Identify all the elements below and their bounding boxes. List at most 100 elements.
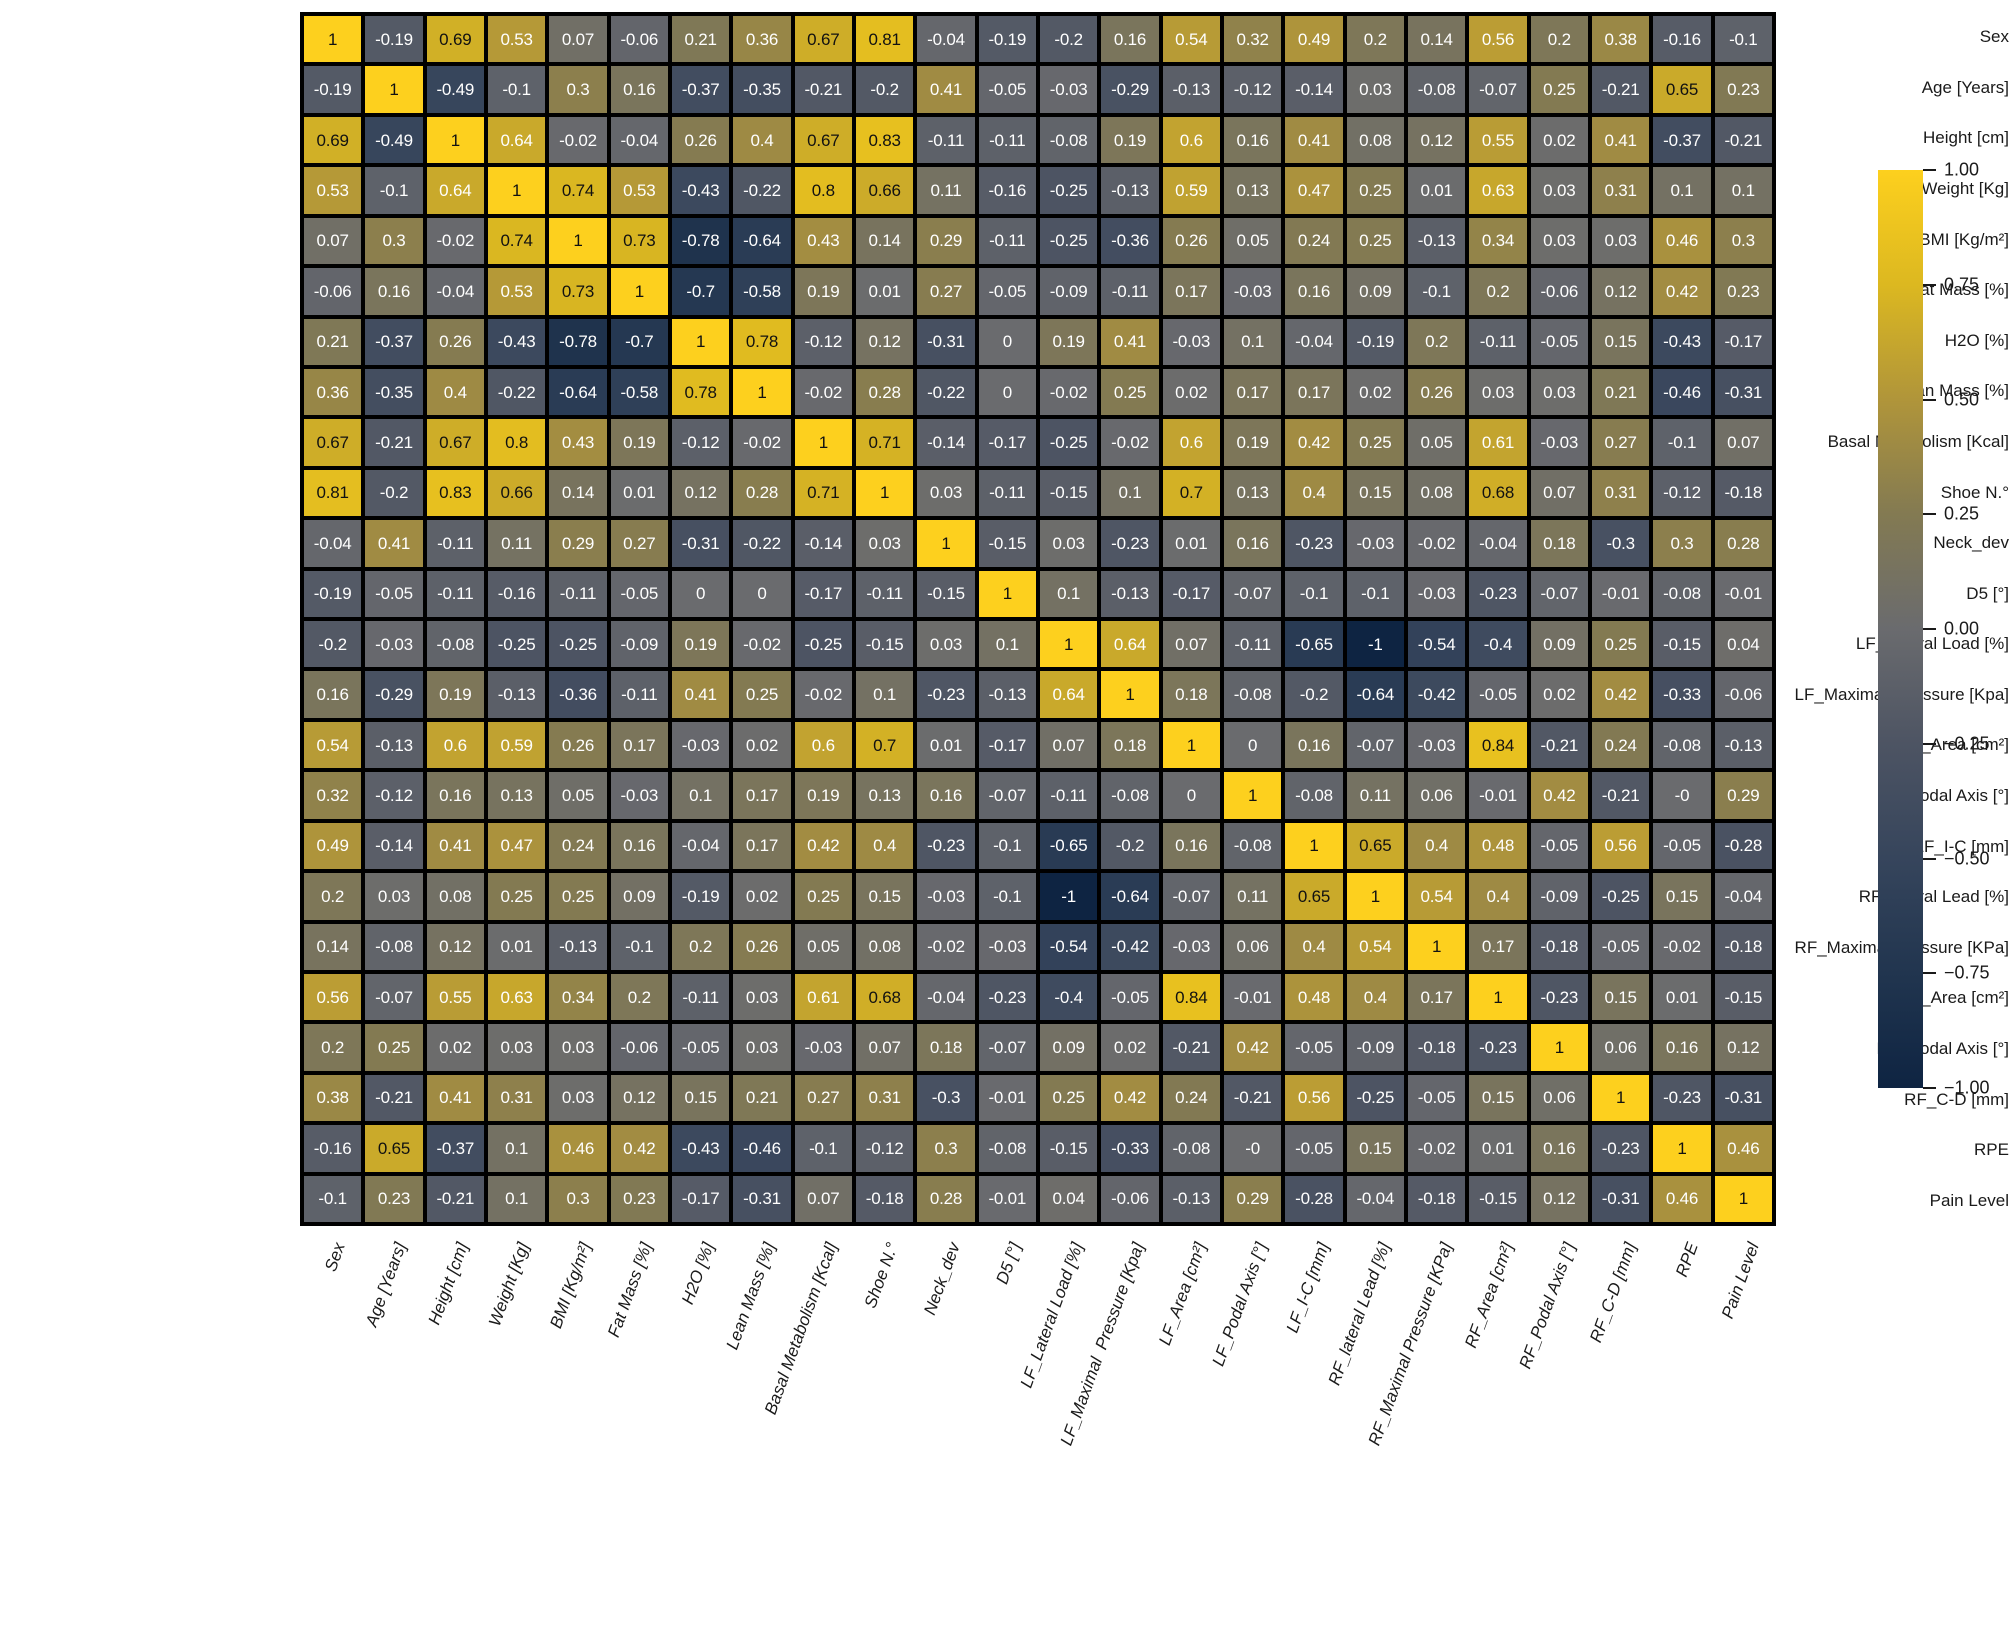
heatmap-cell: 1: [917, 520, 975, 567]
heatmap-cell: -0.18: [855, 1175, 914, 1222]
heatmap-cell: 0.81: [855, 16, 914, 63]
heatmap-cell: -0.05: [610, 570, 668, 617]
heatmap-cell: 0.59: [1162, 167, 1220, 214]
heatmap-cell: 0.27: [917, 268, 975, 315]
heatmap-cell: 0.2: [1469, 268, 1527, 315]
heatmap-cell: 0.01: [855, 268, 914, 315]
heatmap-cell: -0.02: [733, 621, 791, 668]
heatmap-cell: 0.54: [1346, 923, 1404, 970]
heatmap-cell: 0.25: [1346, 419, 1404, 466]
heatmap-cell: -0.17: [794, 570, 852, 617]
heatmap-cell: 0.3: [549, 66, 607, 113]
heatmap-cell: -0.31: [917, 318, 975, 365]
heatmap-cell: -0.03: [978, 923, 1036, 970]
heatmap-cell: -0.05: [1530, 318, 1588, 365]
heatmap-cell: -0.04: [1285, 318, 1343, 365]
heatmap-cell: 0.56: [1285, 1074, 1343, 1122]
heatmap-cell: -0.37: [426, 1125, 484, 1172]
heatmap-cell: -0.21: [1530, 721, 1588, 769]
heatmap-cell: 0.1: [1223, 318, 1282, 365]
heatmap-cell: 0.25: [549, 873, 607, 920]
heatmap-cell: 0.09: [1346, 268, 1404, 315]
heatmap-cell: -0.64: [1346, 671, 1404, 718]
heatmap-cell: 0.71: [855, 419, 914, 466]
heatmap-cell: -0.03: [365, 621, 423, 668]
heatmap-cell: -0.19: [671, 873, 730, 920]
heatmap-cell: 0.16: [610, 822, 668, 870]
heatmap-cell: 0.67: [794, 116, 852, 164]
heatmap-cell: 0.11: [487, 520, 546, 567]
heatmap-cell: -0.19: [304, 66, 362, 113]
heatmap-cell: 0.12: [855, 318, 914, 365]
heatmap-cell: 0.11: [1346, 772, 1404, 819]
heatmap-cell: -0.14: [917, 419, 975, 466]
heatmap-cell: -0.49: [365, 116, 423, 164]
heatmap-cell: 0.27: [610, 520, 668, 567]
heatmap-cell: 0.83: [426, 469, 484, 517]
heatmap-cell: 0.67: [426, 419, 484, 466]
heatmap-cell: 0.46: [1653, 217, 1711, 265]
heatmap-cell: -0.12: [855, 1125, 914, 1172]
colorbar-tick-label: 0.75: [1944, 274, 1980, 295]
heatmap-cell: 0.4: [1285, 923, 1343, 970]
heatmap-cell: -0.18: [1714, 469, 1772, 517]
heatmap-cell: 0.16: [365, 268, 423, 315]
heatmap-cell: 0.28: [855, 368, 914, 416]
heatmap-cell: -0.11: [978, 469, 1036, 517]
heatmap-cell: 0.03: [487, 1024, 546, 1071]
heatmap-cell: 0.64: [426, 167, 484, 214]
heatmap-cell: -0.01: [1223, 973, 1282, 1021]
heatmap-cell: -0.12: [671, 419, 730, 466]
heatmap-cell: 0.64: [1039, 671, 1098, 718]
heatmap-cell: -0.64: [1101, 873, 1159, 920]
heatmap-cell: 1: [733, 368, 791, 416]
heatmap-cell: 0.13: [487, 772, 546, 819]
colorbar-tick-label: −0.25: [1944, 733, 1990, 754]
heatmap-cell: 0.26: [1407, 368, 1466, 416]
heatmap-cell: -0.02: [1407, 1125, 1466, 1172]
heatmap-cell: 0.36: [304, 368, 362, 416]
heatmap-cell: 0.04: [1714, 621, 1772, 668]
heatmap-cell: 0.42: [1285, 419, 1343, 466]
heatmap-cell: 0.29: [917, 217, 975, 265]
heatmap-cell: -0.17: [1714, 318, 1772, 365]
heatmap-cell: 0.01: [610, 469, 668, 517]
heatmap-cell: 0.24: [1591, 721, 1650, 769]
heatmap-cell: -0.03: [610, 772, 668, 819]
heatmap-cell: -0.23: [1530, 973, 1588, 1021]
heatmap-cell: 0.16: [610, 66, 668, 113]
heatmap-cell: -0.1: [794, 1125, 852, 1172]
heatmap-cell: 0.43: [549, 419, 607, 466]
heatmap-cell: -0.37: [1653, 116, 1711, 164]
heatmap-cell: -0.2: [304, 621, 362, 668]
heatmap-cell: -0.11: [978, 217, 1036, 265]
heatmap-cell: 0.16: [1530, 1125, 1588, 1172]
correlation-matrix: 1 -0.19 0.69 0.53 0.07 -0.06 0.21 0.36 0.67 0.81-…: [300, 12, 1776, 1226]
heatmap-cell: -0.23: [1591, 1125, 1650, 1172]
heatmap-cell: -0.06: [610, 1024, 668, 1071]
heatmap-cell: -0.15: [1039, 469, 1098, 517]
heatmap-cell: -0.04: [917, 16, 975, 63]
heatmap-cell: 0.24: [549, 822, 607, 870]
heatmap-cell: -0.08: [1223, 822, 1282, 870]
heatmap-cell: 0.31: [1591, 167, 1650, 214]
heatmap-cell: 0.1: [1101, 469, 1159, 517]
heatmap-cell: 0.12: [1407, 116, 1466, 164]
heatmap-cell: 0.8: [794, 167, 852, 214]
heatmap-cell: 0.02: [733, 873, 791, 920]
heatmap-cell: -0.25: [1039, 419, 1098, 466]
heatmap-cell: -0.05: [1591, 923, 1650, 970]
heatmap-cell: 0.43: [794, 217, 852, 265]
heatmap-cell: 0.6: [1162, 116, 1220, 164]
heatmap-cell: 0.41: [917, 66, 975, 113]
heatmap-cell: 0.17: [733, 772, 791, 819]
heatmap-cell: 0.09: [1530, 621, 1588, 668]
heatmap-cell: -0.16: [304, 1125, 362, 1172]
heatmap-cell: -0.25: [1039, 167, 1098, 214]
heatmap-cell: -0.13: [1162, 1175, 1220, 1222]
heatmap-cell: 0.66: [855, 167, 914, 214]
heatmap-cell: -0.46: [1653, 368, 1711, 416]
heatmap-cell: 0.24: [1162, 1074, 1220, 1122]
heatmap-cell: 0.06: [1530, 1074, 1588, 1122]
heatmap-cell: 1: [1346, 873, 1404, 920]
